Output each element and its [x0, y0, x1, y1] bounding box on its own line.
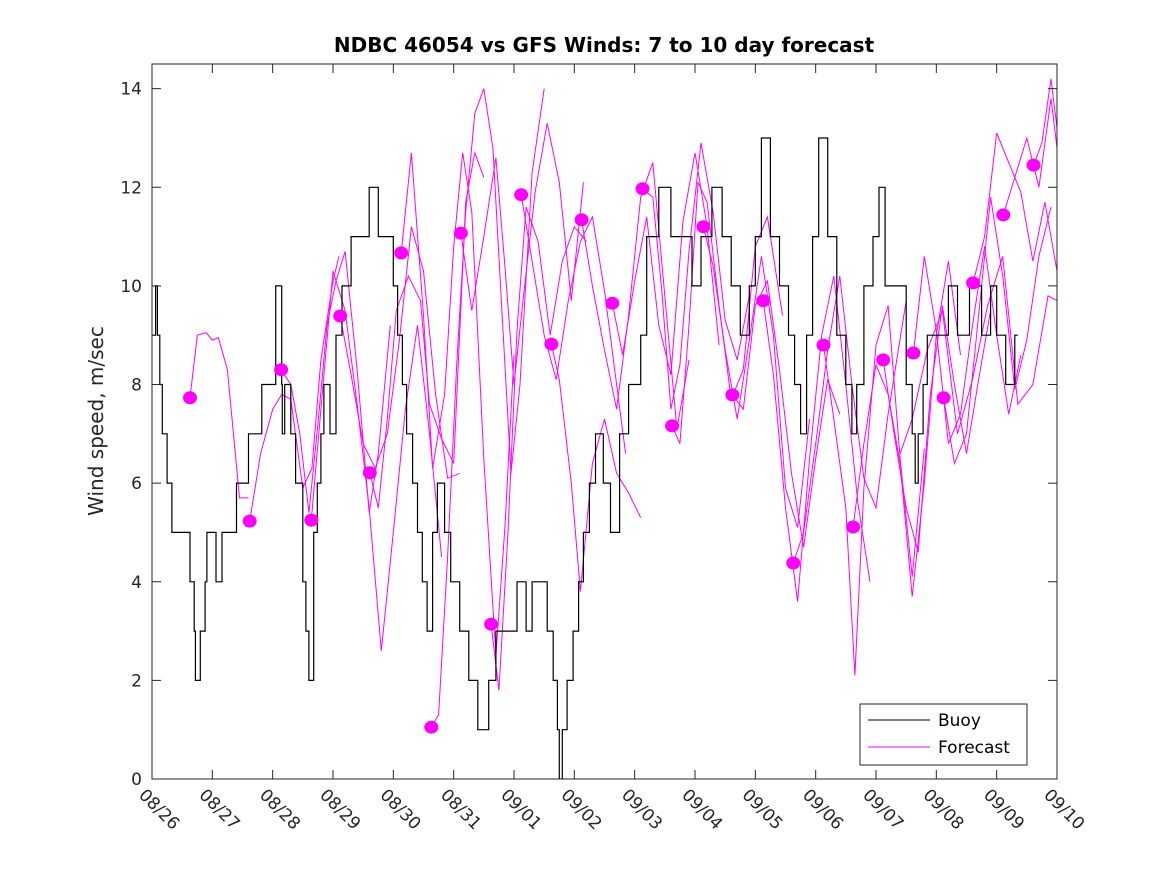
forecast-point-20	[816, 338, 831, 352]
chart-title: NDBC 46054 vs GFS Winds: 7 to 10 day for…	[334, 33, 875, 57]
forecast-point-26	[996, 208, 1011, 222]
y-tick-label-8: 8	[131, 376, 142, 396]
legend-box	[859, 703, 1028, 766]
forecast-line-0	[189, 332, 249, 499]
forecast-point-24	[936, 391, 951, 405]
forecast-point-0	[183, 391, 197, 405]
legend-buoy-label: Buoy	[938, 711, 981, 731]
forecast-line-14	[642, 142, 750, 410]
forecast-line-24	[943, 197, 1052, 466]
y-tick-label-0: 0	[131, 770, 142, 790]
forecast-line-1	[249, 256, 340, 522]
forecast-line-2	[280, 251, 391, 513]
buoy-line	[152, 137, 1018, 779]
forecast-line-27	[1033, 78, 1057, 166]
axes-frame	[151, 63, 1058, 780]
forecast-line-8	[460, 123, 584, 385]
plot-background	[152, 64, 1057, 779]
forecast-point-13	[605, 296, 620, 310]
forecast-point-25	[966, 276, 981, 290]
forecast-point-10	[514, 188, 529, 202]
forecast-point-14	[635, 182, 650, 196]
forecast-line-16	[702, 226, 811, 528]
forecast-line-12	[581, 162, 690, 429]
forecast-point-3	[304, 513, 319, 527]
forecast-line-28	[899, 256, 1057, 454]
forecast-point-11	[544, 337, 559, 351]
forecast-point-23	[906, 346, 921, 360]
forecast-point-22	[876, 353, 891, 367]
legend-forecast-label: Forecast	[938, 738, 1010, 758]
forecast-line-20	[823, 305, 925, 676]
forecast-line-10	[520, 194, 627, 454]
forecast-line-21	[852, 261, 961, 597]
forecast-line-18	[762, 275, 871, 602]
series-layer	[152, 78, 1057, 779]
forecast-point-21	[846, 520, 861, 534]
forecast-line-17	[732, 279, 841, 548]
forecast-point-27	[1026, 158, 1041, 172]
forecast-point-1	[242, 514, 257, 528]
forecast-point-6	[394, 246, 409, 260]
forecast-point-15	[665, 419, 680, 433]
forecast-line-22	[882, 305, 992, 553]
y-tick-label-2: 2	[131, 671, 142, 691]
forecast-point-7	[424, 720, 439, 734]
forecast-point-19	[786, 556, 801, 570]
forecast-point-2	[274, 363, 289, 377]
forecast-point-17	[725, 388, 740, 402]
y-axis-label: Wind speed, m/sec	[84, 326, 108, 516]
forecast-point-8	[453, 226, 468, 240]
plot-area	[151, 63, 1058, 780]
forecast-point-12	[574, 213, 589, 227]
y-tick-label-4: 4	[131, 573, 142, 593]
y-tick-label-6: 6	[131, 474, 142, 494]
forecast-point-16	[696, 220, 711, 234]
forecast-point-4	[333, 309, 348, 323]
legend: Buoy Forecast	[859, 703, 1028, 766]
forecast-line-23	[912, 246, 1022, 444]
y-tick-label-14: 14	[120, 80, 142, 100]
forecast-point-9	[484, 617, 499, 631]
forecast-line-6	[400, 152, 515, 656]
forecast-point-5	[362, 466, 377, 480]
forecast-line-9	[490, 206, 587, 691]
forecast-line-11	[550, 343, 642, 592]
forecast-line-3	[310, 270, 443, 651]
y-tick-label-12: 12	[120, 178, 142, 198]
y-tick-label-10: 10	[120, 277, 142, 297]
forecast-line-19	[792, 275, 907, 564]
forecast-line-7	[430, 88, 545, 728]
forecast-point-18	[756, 294, 771, 308]
